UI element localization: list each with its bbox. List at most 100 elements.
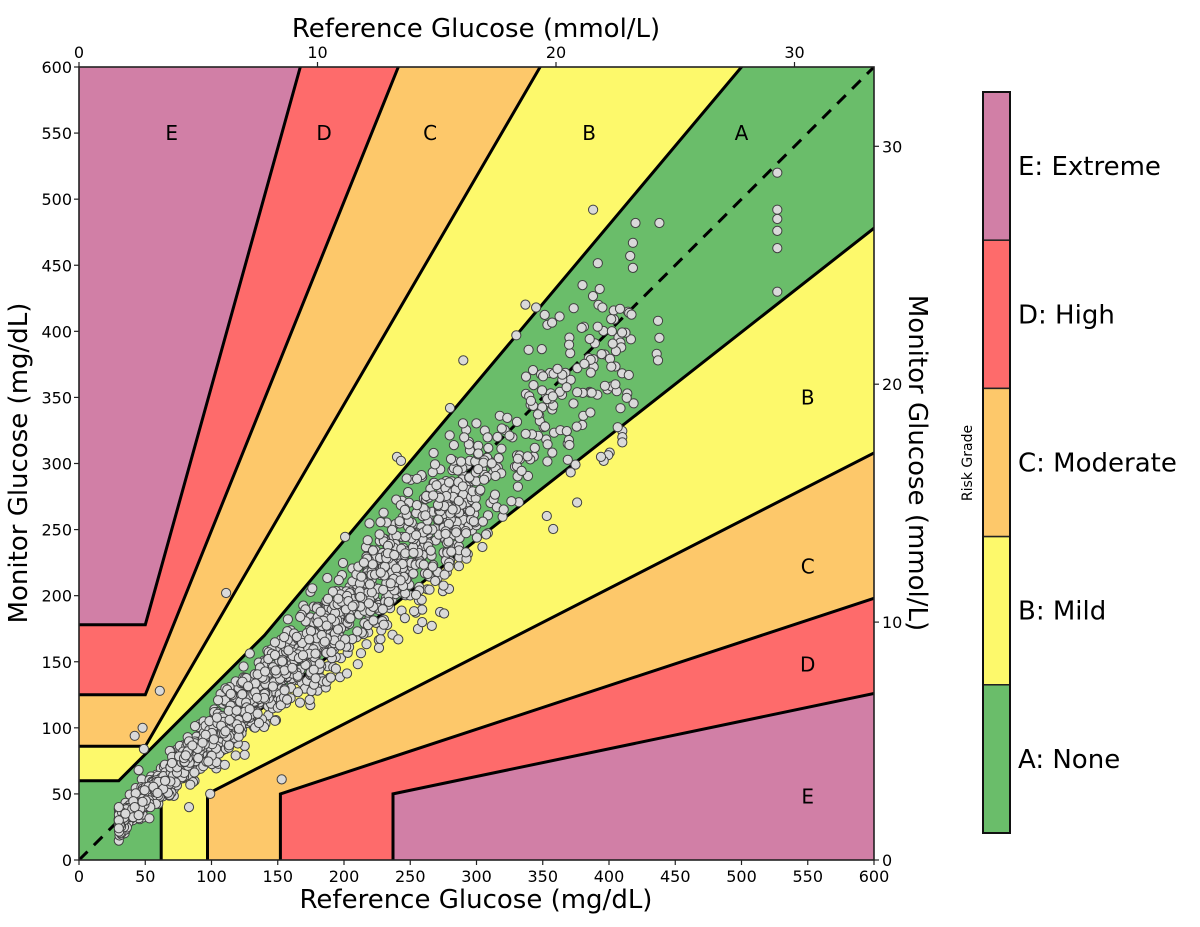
data-point <box>282 694 293 705</box>
zone-label-e: E <box>165 121 178 145</box>
boundary-line-upper-b-c <box>79 67 542 748</box>
data-point <box>564 339 575 350</box>
data-point <box>314 658 325 669</box>
y-tick-label: 50 <box>52 785 72 804</box>
data-point <box>269 637 280 648</box>
legend-label-b: B: Mild <box>1018 597 1106 627</box>
data-point <box>377 604 388 615</box>
data-point <box>587 291 599 302</box>
data-point <box>418 559 429 570</box>
data-point <box>378 584 389 595</box>
data-point <box>315 606 326 617</box>
data-point <box>453 495 464 507</box>
identity-line-layer <box>79 67 874 860</box>
data-point <box>341 668 353 679</box>
boundary-line-lower-c-d <box>278 596 874 860</box>
data-point <box>531 302 542 313</box>
data-point <box>239 749 250 760</box>
data-point <box>772 243 783 254</box>
data-point <box>652 315 664 326</box>
data-point <box>617 327 628 338</box>
data-point <box>403 487 414 498</box>
data-point <box>597 302 608 313</box>
data-point <box>592 321 603 332</box>
data-point <box>133 810 144 821</box>
data-point <box>538 371 549 382</box>
data-point <box>425 545 436 556</box>
data-point <box>189 721 201 732</box>
data-point <box>561 382 572 393</box>
data-point <box>539 309 550 320</box>
data-point <box>355 648 367 659</box>
legend-label-a: A: None <box>1018 745 1120 775</box>
data-point <box>389 549 400 561</box>
data-point <box>511 416 523 427</box>
data-point <box>652 355 664 366</box>
data-point <box>233 723 245 734</box>
boundary-line-lower-a-b <box>159 226 874 860</box>
data-point <box>431 480 442 491</box>
data-point <box>438 580 449 591</box>
data-point <box>137 796 148 807</box>
data-point <box>572 497 583 508</box>
x-tick-label: 450 <box>660 867 691 886</box>
data-point <box>612 422 623 433</box>
data-point <box>626 309 637 320</box>
data-point <box>322 593 334 604</box>
data-point <box>313 617 324 628</box>
data-point <box>547 391 558 402</box>
data-point <box>585 367 596 378</box>
data-point <box>400 531 411 543</box>
zone-e-lower-region <box>393 693 874 860</box>
data-point <box>361 639 372 650</box>
data-point <box>594 283 605 295</box>
data-point <box>297 650 309 661</box>
x-tick-label: 400 <box>594 867 625 886</box>
data-point <box>471 418 482 429</box>
data-point <box>607 338 618 349</box>
data-point <box>375 517 386 528</box>
data-point <box>326 647 337 658</box>
data-point <box>527 365 539 376</box>
data-point <box>279 632 290 643</box>
x-tick-label: 300 <box>461 867 492 886</box>
y-tick-label: 550 <box>41 124 72 143</box>
data-point <box>599 380 611 391</box>
data-point <box>224 740 235 751</box>
data-point <box>606 314 617 325</box>
data-point <box>260 666 271 677</box>
data-point <box>220 726 231 737</box>
boundary-line-upper-a-b <box>79 67 744 783</box>
data-point <box>327 586 338 597</box>
data-point <box>333 575 344 586</box>
data-point <box>456 456 467 467</box>
data-point <box>305 626 317 637</box>
data-point <box>230 750 241 761</box>
legend-swatch-b <box>982 535 1011 686</box>
data-point <box>137 722 148 733</box>
data-point <box>424 584 435 595</box>
x-tick-label: 550 <box>792 867 823 886</box>
data-point <box>287 662 298 673</box>
data-point <box>270 665 281 676</box>
data-point <box>375 567 386 578</box>
data-point <box>224 714 235 726</box>
zone-label-e: E <box>801 785 814 809</box>
data-point <box>547 447 558 458</box>
data-point <box>133 765 144 776</box>
y-tick-label: 250 <box>41 521 72 540</box>
data-point <box>585 407 596 418</box>
data-point <box>304 694 315 706</box>
data-point <box>542 456 553 467</box>
data-point <box>461 528 472 539</box>
data-point <box>378 619 389 630</box>
x-tick-label: 0 <box>74 867 84 886</box>
data-point <box>411 473 423 484</box>
data-point <box>542 439 553 450</box>
data-point <box>420 510 431 521</box>
data-point <box>295 611 306 623</box>
data-point <box>493 453 504 464</box>
data-point <box>358 557 369 568</box>
data-point <box>565 467 576 478</box>
